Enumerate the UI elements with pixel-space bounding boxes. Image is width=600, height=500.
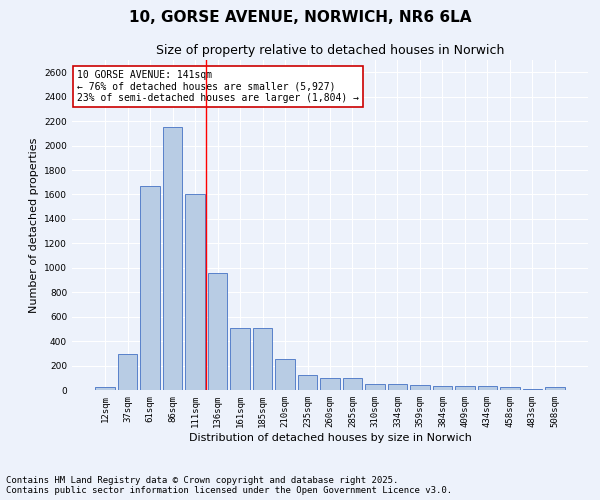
Bar [230, 328, 250, 390]
Text: 10 GORSE AVENUE: 141sqm
← 76% of detached houses are smaller (5,927)
23% of semi: 10 GORSE AVENUE: 141sqm ← 76% of detache… [77, 70, 359, 103]
Bar [365, 384, 385, 390]
Title: Size of property relative to detached houses in Norwich: Size of property relative to detached ho… [156, 44, 504, 58]
Bar [275, 360, 295, 390]
Bar [118, 354, 137, 390]
Bar [140, 186, 160, 390]
Bar [500, 387, 520, 390]
Bar [523, 389, 542, 390]
Bar [410, 385, 430, 390]
Bar [455, 386, 475, 390]
Bar [388, 384, 407, 390]
Bar [478, 386, 497, 390]
Bar [208, 272, 227, 390]
Bar [95, 387, 115, 390]
X-axis label: Distribution of detached houses by size in Norwich: Distribution of detached houses by size … [188, 432, 472, 442]
Bar [298, 376, 317, 390]
Y-axis label: Number of detached properties: Number of detached properties [29, 138, 38, 312]
Text: 10, GORSE AVENUE, NORWICH, NR6 6LA: 10, GORSE AVENUE, NORWICH, NR6 6LA [129, 10, 471, 25]
Bar [433, 386, 452, 390]
Bar [185, 194, 205, 390]
Bar [343, 378, 362, 390]
Bar [253, 328, 272, 390]
Bar [163, 127, 182, 390]
Bar [320, 378, 340, 390]
Bar [545, 387, 565, 390]
Text: Contains HM Land Registry data © Crown copyright and database right 2025.
Contai: Contains HM Land Registry data © Crown c… [6, 476, 452, 495]
